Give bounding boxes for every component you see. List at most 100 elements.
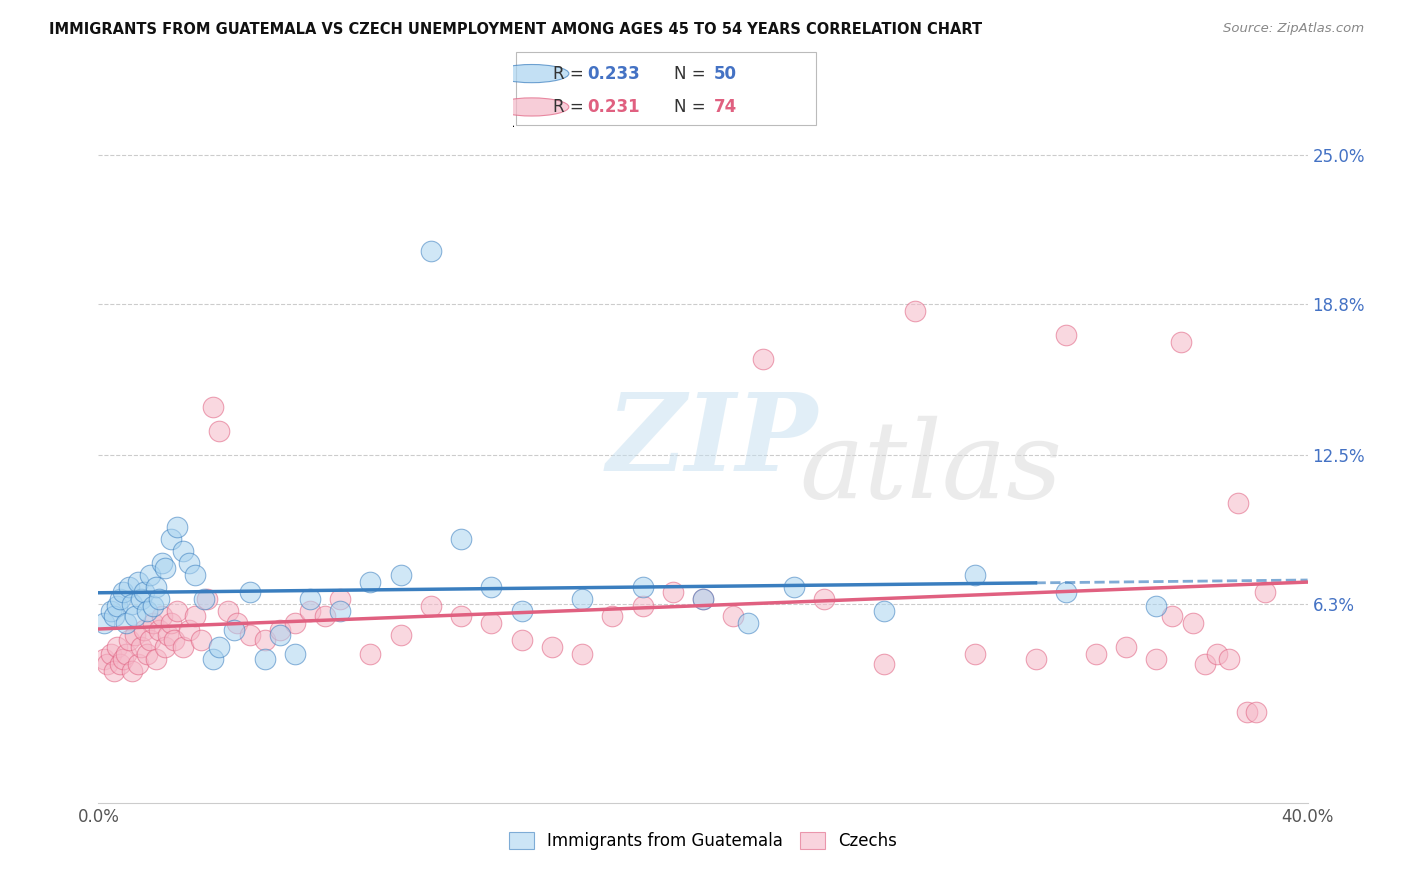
Point [208,640,231,654]
Point [1170,335,1192,350]
Point [965,647,987,661]
Point [224,623,246,637]
Point [253,632,276,647]
Point [190,632,212,647]
Point [360,647,382,661]
Point [118,580,141,594]
Point [150,608,173,623]
Point [389,628,412,642]
FancyBboxPatch shape [516,53,817,125]
Point [93,615,115,630]
Point [1181,615,1204,630]
Legend: Immigrants from Guatemala, Czechs: Immigrants from Guatemala, Czechs [502,826,904,857]
Point [121,597,143,611]
Text: N =: N = [673,98,711,116]
Circle shape [495,98,569,116]
Point [360,575,382,590]
Point [481,580,503,594]
Point [631,580,654,594]
Text: 50: 50 [714,64,737,83]
Point [100,647,122,661]
Point [145,580,167,594]
Text: ZIP: ZIP [606,388,818,494]
Point [1206,647,1229,661]
Point [1085,647,1108,661]
Point [1227,496,1250,510]
Point [510,604,533,618]
Text: R =: R = [554,64,589,83]
Point [103,664,125,678]
Point [160,615,183,630]
Point [118,632,141,647]
Point [1236,705,1258,719]
Text: 0.231: 0.231 [588,98,640,116]
Point [160,532,183,546]
Point [1144,652,1167,666]
Point [284,647,307,661]
Point [631,599,654,613]
Point [1244,705,1267,719]
Point [184,608,207,623]
Point [389,567,412,582]
Point [737,615,759,630]
Point [873,604,896,618]
Point [692,591,714,606]
Point [142,615,165,630]
Point [148,591,170,606]
Point [132,623,155,637]
Point [1160,608,1182,623]
Point [150,556,173,570]
Point [124,628,146,642]
Point [135,604,157,618]
Text: atlas: atlas [800,417,1063,522]
Point [752,351,775,366]
Point [108,591,131,606]
Point [269,623,291,637]
Point [100,604,122,618]
Point [208,424,231,438]
Point [184,567,207,582]
Point [253,652,276,666]
Point [314,608,336,623]
Point [1054,328,1077,343]
Point [1054,584,1077,599]
Point [571,591,593,606]
Point [299,591,322,606]
Point [96,657,118,671]
Point [179,623,201,637]
Point [299,604,322,618]
Circle shape [495,64,569,83]
Point [163,632,186,647]
Point [129,591,152,606]
Point [111,584,134,599]
Point [813,591,835,606]
Point [153,560,176,574]
Point [965,567,987,582]
Point [450,608,472,623]
Point [93,652,115,666]
Point [481,615,503,630]
Point [420,244,443,258]
Point [329,591,352,606]
Point [269,628,291,642]
Point [1194,657,1216,671]
Point [127,657,149,671]
Point [145,652,167,666]
Point [783,580,806,594]
Point [202,400,225,414]
Point [142,599,165,613]
Point [510,632,533,647]
Point [135,647,157,661]
Point [202,652,225,666]
Point [127,575,149,590]
Point [571,647,593,661]
Point [114,615,136,630]
Point [132,584,155,599]
Point [129,640,152,654]
Point [1144,599,1167,613]
Point [121,664,143,678]
Point [1024,652,1046,666]
Point [904,304,927,318]
Point [873,657,896,671]
Text: R =: R = [554,98,589,116]
